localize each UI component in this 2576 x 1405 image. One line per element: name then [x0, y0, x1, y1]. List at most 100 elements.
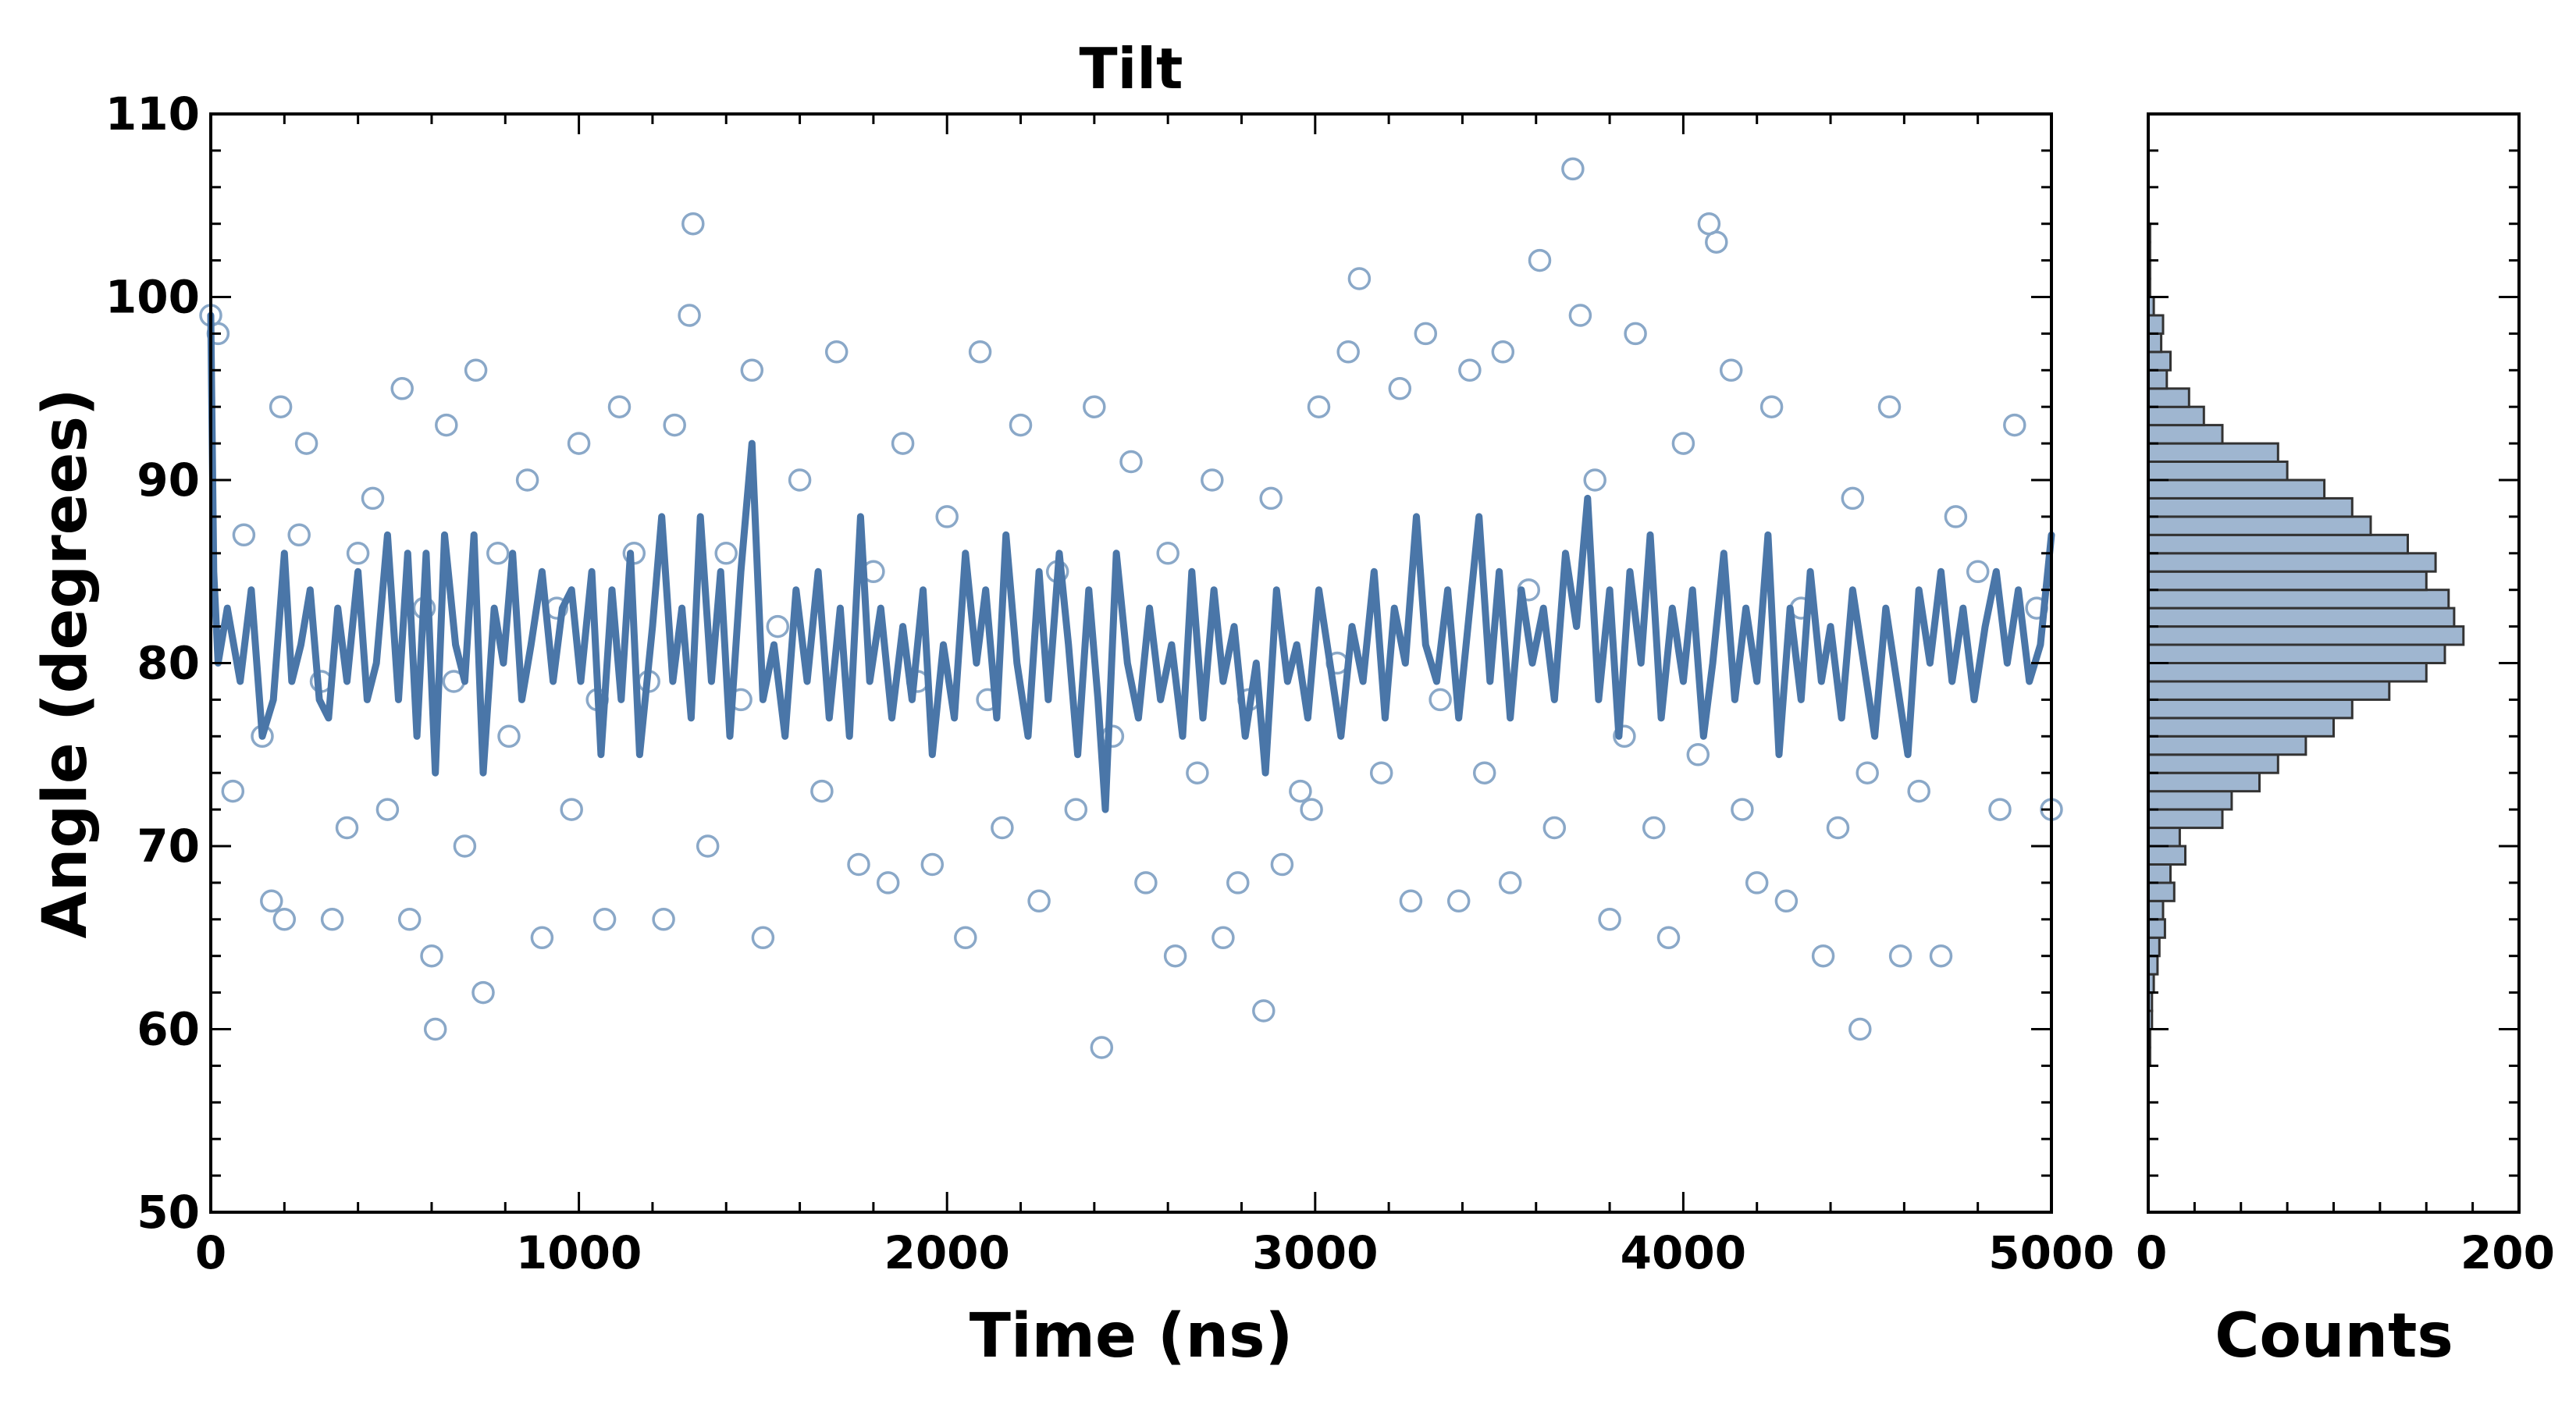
histogram-bar	[2147, 496, 2354, 518]
scatter-point	[567, 432, 591, 455]
scatter-point	[1568, 304, 1592, 327]
scatter-point	[232, 523, 256, 547]
histogram-bar	[2147, 350, 2172, 372]
scatter-point	[320, 908, 344, 931]
histogram-bar	[2147, 881, 2176, 902]
scatter-point	[1163, 944, 1187, 968]
histogram-bar	[2147, 899, 2165, 921]
scatter-point	[423, 1017, 447, 1041]
scatter-point	[1774, 889, 1799, 913]
x-tick-label: 4000	[1621, 1226, 1746, 1279]
scatter-point	[1498, 871, 1522, 895]
scatter-point	[1252, 999, 1276, 1023]
scatter-point	[1856, 761, 1879, 784]
scatter-point	[1369, 761, 1393, 784]
scatter-point	[1429, 688, 1452, 712]
scatter-point	[1811, 944, 1835, 968]
scatter-point	[1841, 486, 1865, 510]
scatter-point	[464, 358, 488, 382]
scatter-point	[1186, 761, 1209, 784]
histogram-bar	[2147, 606, 2456, 628]
scatter-point	[766, 614, 790, 638]
scatter-point	[294, 432, 318, 455]
histogram-bar	[2147, 442, 2279, 463]
histogram-bar	[2147, 332, 2163, 354]
scatter-point	[1759, 395, 1784, 418]
hist-x-tick-label: 200	[2460, 1226, 2555, 1279]
scatter-point	[1399, 889, 1423, 913]
main-axes: 0 1000 2000 3000 4000 5000 50 60 70 80 90 100 110	[105, 87, 2115, 1279]
scatter-point	[1083, 395, 1106, 418]
histogram-axes: 0 200	[2136, 112, 2555, 1279]
scatter-point	[740, 358, 764, 382]
histogram-bar	[2147, 405, 2205, 427]
scatter-point	[1300, 798, 1323, 821]
x-tick-label: 5000	[1988, 1226, 2114, 1279]
histogram-bar	[2147, 533, 2409, 555]
scatter-point	[1528, 248, 1552, 272]
scatter-point	[1289, 779, 1312, 803]
scatter-point	[751, 926, 775, 950]
histogram-bars	[2147, 222, 2465, 1067]
scatter-point	[453, 834, 477, 858]
scatter-point	[1336, 340, 1360, 364]
scatter-point	[1347, 267, 1372, 290]
scatter-point	[1877, 395, 1902, 418]
scatter-point	[1719, 358, 1743, 382]
scatter-point	[1642, 816, 1666, 840]
scatter-point	[954, 926, 977, 950]
scatter-point	[1458, 358, 1482, 382]
scatter-point	[269, 395, 293, 418]
scatter-point	[1561, 157, 1585, 181]
histogram-bar	[2147, 771, 2261, 793]
y-tick-label: 60	[137, 1003, 200, 1056]
x-tick-label: 3000	[1252, 1226, 1378, 1279]
histogram-bar	[2147, 662, 2428, 683]
scatter-point	[696, 834, 720, 858]
hist-x-tick-label: 0	[2136, 1226, 2167, 1279]
scatter-point	[1134, 871, 1158, 895]
scatter-point	[1686, 743, 1710, 767]
scatter-point	[1583, 468, 1606, 492]
scatter-point	[530, 926, 554, 950]
scatter-point	[1848, 1017, 1872, 1041]
scatter-point	[221, 779, 245, 803]
scatter-point	[788, 468, 812, 492]
histogram-plot-area: 0 200	[2136, 112, 2555, 1279]
scatter-point	[1090, 1036, 1114, 1059]
scatter-point	[486, 542, 510, 565]
scatter-point	[1613, 724, 1636, 749]
scatter-point	[876, 871, 900, 895]
scatter-point	[1624, 322, 1647, 346]
y-tick-label: 110	[105, 87, 200, 140]
scatter-point	[260, 889, 283, 913]
scatter-point	[1705, 230, 1728, 254]
scatter-point	[2003, 413, 2026, 437]
scatter-point	[991, 816, 1014, 840]
y-tick-label: 70	[137, 820, 200, 873]
scatter-point	[1156, 542, 1179, 565]
smoothed-line	[207, 311, 2055, 813]
scatter-point	[272, 908, 297, 931]
scatter-point	[678, 304, 701, 327]
scatter-point	[652, 908, 675, 931]
scatter-point	[1731, 798, 1754, 821]
scatter-point	[607, 395, 632, 418]
scatter-point	[1027, 889, 1051, 913]
scatter-point	[1988, 798, 2012, 821]
histogram-bar	[2147, 515, 2372, 536]
scatter-point	[1542, 816, 1567, 840]
scatter-point	[1212, 926, 1235, 950]
scatter-point	[1307, 395, 1331, 418]
chart-title: Tilt	[1080, 36, 1183, 101]
scatter-point	[935, 505, 959, 528]
scatter-point	[420, 944, 443, 968]
scatter-point	[1201, 468, 1224, 492]
y-axis-label: Angle (degrees)	[30, 388, 101, 938]
scatter-point	[375, 798, 400, 821]
scatter-point	[1270, 852, 1294, 877]
scatter-point	[1888, 944, 1912, 968]
scatter-point	[1226, 871, 1250, 895]
scatter-point	[1491, 340, 1515, 364]
